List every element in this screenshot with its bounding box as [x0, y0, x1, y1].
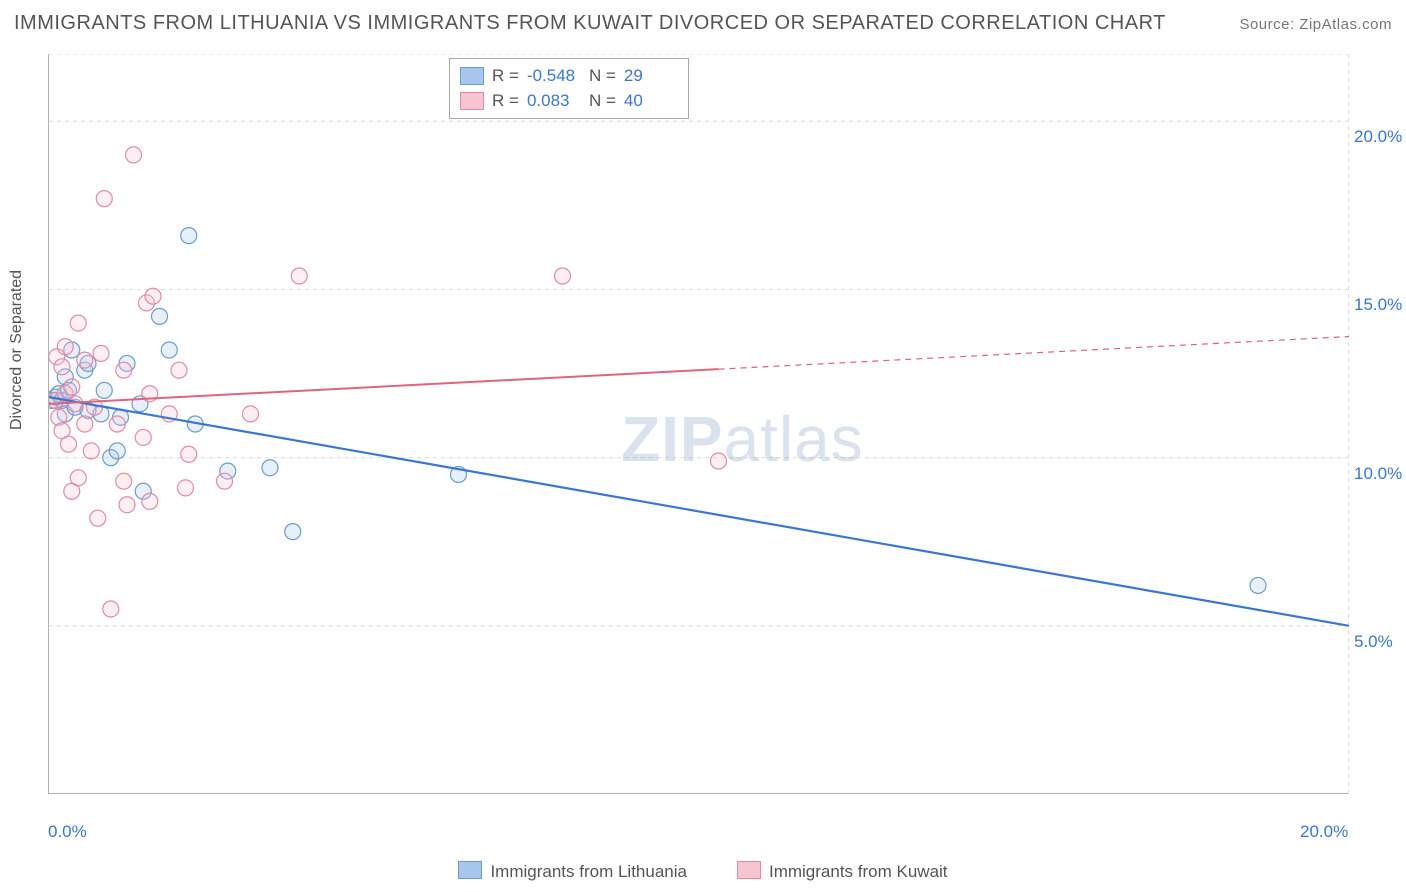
n-label: N =: [589, 89, 616, 114]
title-bar: IMMIGRANTS FROM LITHUANIA VS IMMIGRANTS …: [14, 12, 1392, 35]
legend-stat-lithuania: R = -0.548 N = 29: [460, 64, 678, 89]
y-tick-label: 5.0%: [1354, 632, 1393, 652]
source-attribution: Source: ZipAtlas.com: [1239, 16, 1392, 33]
n-value: 29: [624, 64, 678, 89]
legend-swatch: [737, 861, 761, 879]
legend-swatch: [460, 92, 484, 110]
legend-swatch: [460, 67, 484, 85]
legend-item-lithuania: Immigrants from Lithuania: [458, 861, 687, 882]
chart-area: ZIPatlas R =-0.548N =29R =0.083N =40: [48, 54, 1348, 794]
x-tick-label: 20.0%: [1300, 822, 1348, 842]
legend-label: Immigrants from Kuwait: [769, 862, 948, 881]
y-tick-label: 10.0%: [1354, 464, 1402, 484]
y-tick-label: 15.0%: [1354, 295, 1402, 315]
r-value: 0.083: [527, 89, 581, 114]
legend-bottom: Immigrants from Lithuania Immigrants from…: [0, 861, 1406, 882]
chart-title: IMMIGRANTS FROM LITHUANIA VS IMMIGRANTS …: [14, 12, 1166, 35]
y-axis-label: Divorced or Separated: [8, 270, 26, 430]
legend-item-kuwait: Immigrants from Kuwait: [737, 861, 948, 882]
r-label: R =: [492, 64, 519, 89]
legend-swatch: [458, 861, 482, 879]
n-value: 40: [624, 89, 678, 114]
legend-label: Immigrants from Lithuania: [490, 862, 687, 881]
n-label: N =: [589, 64, 616, 89]
legend-stat-kuwait: R = 0.083 N = 40: [460, 89, 678, 114]
plot-svg: [49, 54, 1349, 794]
x-tick-label: 0.0%: [48, 822, 87, 842]
y-tick-label: 20.0%: [1354, 127, 1402, 147]
r-value: -0.548: [527, 64, 581, 89]
legend-top: R = -0.548 N = 29 R = 0.083 N = 40: [449, 58, 689, 119]
r-label: R =: [492, 89, 519, 114]
